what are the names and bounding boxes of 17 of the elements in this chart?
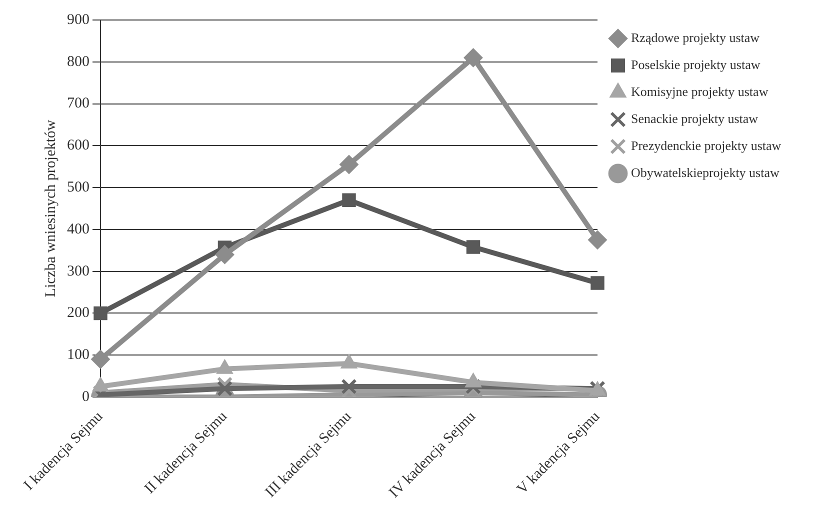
y-tick-label: 900 (67, 12, 90, 28)
legend-label: Obywatelskieprojekty ustaw (631, 164, 780, 180)
y-tick-label: 0 (82, 388, 90, 405)
legend-label: Senackie projekty ustaw (631, 110, 759, 126)
y-tick-label: 200 (67, 305, 90, 322)
y-axis-title: Liczba wniesinych projektów (42, 120, 59, 298)
y-tick-label: 400 (67, 221, 90, 238)
legend-label: Komisyjne projekty ustaw (631, 84, 769, 99)
legend-label: Prezydenckie projekty ustaw (631, 138, 782, 153)
y-tick-label: 500 (67, 179, 90, 196)
y-tick-label: 800 (67, 54, 90, 70)
y-tick-label: 700 (67, 96, 90, 112)
y-tick-label: 600 (67, 138, 90, 154)
y-tick-label: 300 (67, 263, 90, 280)
legend-label: Poselskie projekty ustaw (631, 56, 761, 72)
y-tick-label: 100 (67, 347, 90, 364)
legend-label: Rządowe projekty ustaw (631, 30, 760, 45)
